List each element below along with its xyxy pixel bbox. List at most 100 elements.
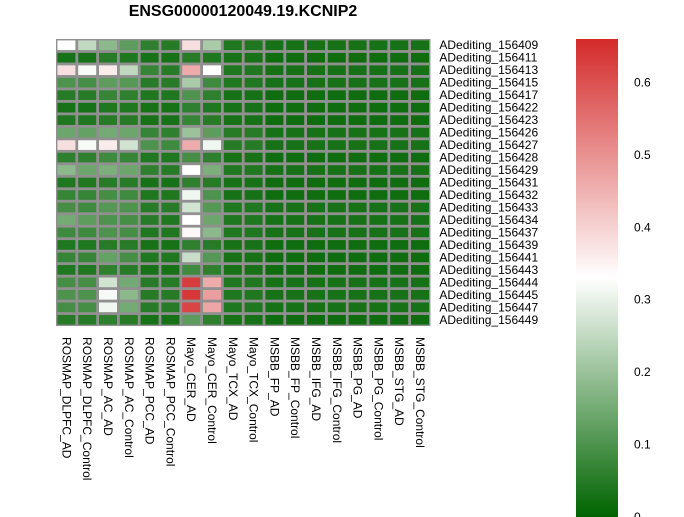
heatmap-cell	[99, 177, 117, 188]
heatmap-cell	[140, 314, 159, 325]
heatmap-cell	[140, 240, 159, 250]
heatmap-cell	[265, 177, 284, 188]
heatmap-cell	[119, 265, 138, 275]
heatmap-cell	[203, 302, 221, 313]
heatmap-cell	[327, 65, 346, 76]
heatmap-cell	[203, 115, 221, 125]
heatmap-cell	[411, 190, 429, 200]
heatmap-cell	[223, 302, 242, 313]
heatmap-cell	[161, 290, 180, 300]
heatmap-cell	[348, 102, 367, 113]
heatmap-cell	[348, 140, 367, 150]
heatmap-cell	[327, 290, 346, 300]
heatmap-cell	[348, 277, 367, 288]
column-label: MSBB_IFG_Control	[330, 337, 344, 443]
heatmap-cell	[411, 227, 429, 238]
heatmap-cell	[119, 65, 138, 76]
heatmap-cell	[348, 177, 367, 188]
heatmap-cell	[182, 90, 201, 100]
heatmap-cell	[265, 65, 284, 76]
heatmap-cell	[78, 277, 97, 288]
column-label: Mayo_CER_Control	[205, 337, 219, 444]
heatmap-cell	[411, 265, 429, 275]
heatmap-cell	[327, 252, 346, 263]
heatmap-cell	[78, 152, 97, 163]
heatmap-cell	[119, 165, 138, 175]
heatmap-cell	[369, 90, 388, 100]
heatmap-cell	[307, 277, 325, 288]
heatmap-cell	[140, 102, 159, 113]
heatmap-cell	[119, 190, 138, 200]
column-label: ROSMAP_PCC_AD	[143, 337, 157, 445]
heatmap-cell	[140, 277, 159, 288]
heatmap-cell	[161, 302, 180, 313]
row-label: ADediting_156432	[439, 188, 538, 202]
heatmap-cell	[140, 227, 159, 238]
heatmap-cell	[307, 40, 325, 51]
heatmap-cell	[203, 190, 221, 200]
heatmap-cell	[203, 227, 221, 238]
row-label: ADediting_156434	[439, 213, 538, 227]
heatmap-cell	[57, 102, 76, 113]
heatmap-cell	[57, 252, 76, 263]
heatmap-cell	[369, 290, 388, 300]
heatmap-cell	[161, 265, 180, 275]
heatmap-cell	[286, 202, 305, 213]
heatmap-cell	[140, 177, 159, 188]
heatmap-cell	[182, 177, 201, 188]
heatmap-cell	[203, 290, 221, 300]
heatmap-cell	[348, 190, 367, 200]
heatmap-cell	[369, 65, 388, 76]
heatmap-cell	[223, 165, 242, 175]
heatmap-cell	[119, 202, 138, 213]
heatmap-cell	[390, 290, 409, 300]
heatmap-cell	[369, 277, 388, 288]
heatmap-cell	[161, 252, 180, 263]
row-label: ADediting_156443	[439, 263, 538, 277]
heatmap-cell	[99, 252, 117, 263]
heatmap-cell	[411, 40, 429, 51]
heatmap-cell	[99, 90, 117, 100]
heatmap-cell	[244, 277, 263, 288]
heatmap-cell	[307, 227, 325, 238]
heatmap-cell	[244, 302, 263, 313]
heatmap-cell	[223, 102, 242, 113]
heatmap-cell	[369, 252, 388, 263]
heatmap-cell	[265, 302, 284, 313]
heatmap-cell	[286, 190, 305, 200]
heatmap-cell	[140, 290, 159, 300]
heatmap-cell	[161, 177, 180, 188]
heatmap-cell	[286, 165, 305, 175]
heatmap-cell	[265, 115, 284, 125]
heatmap-cell	[99, 52, 117, 63]
heatmap-cell	[390, 77, 409, 88]
heatmap-cell	[307, 65, 325, 76]
heatmap-cell	[390, 252, 409, 263]
heatmap-cell	[99, 115, 117, 125]
heatmap-cell	[265, 240, 284, 250]
heatmap-cell	[390, 65, 409, 76]
heatmap-cell	[286, 152, 305, 163]
heatmap-cell	[161, 215, 180, 225]
heatmap-cell	[348, 202, 367, 213]
heatmap-cell	[182, 65, 201, 76]
heatmap-cell	[99, 290, 117, 300]
heatmap-cell	[78, 165, 97, 175]
heatmap-cell	[161, 152, 180, 163]
heatmap-cell	[99, 302, 117, 313]
heatmap-cell	[161, 65, 180, 76]
column-label: ROSMAP_DLPFC_AD	[59, 337, 73, 459]
heatmap-cell	[203, 152, 221, 163]
heatmap-cell	[286, 265, 305, 275]
heatmap-cell	[182, 290, 201, 300]
heatmap-cell	[369, 165, 388, 175]
heatmap-cell	[78, 102, 97, 113]
heatmap-cell	[265, 215, 284, 225]
heatmap-cell	[244, 90, 263, 100]
heatmap-cell	[244, 177, 263, 188]
heatmap-cell	[265, 202, 284, 213]
heatmap-cell	[390, 190, 409, 200]
heatmap-cell	[369, 102, 388, 113]
heatmap-cell	[244, 77, 263, 88]
heatmap-cell	[327, 227, 346, 238]
